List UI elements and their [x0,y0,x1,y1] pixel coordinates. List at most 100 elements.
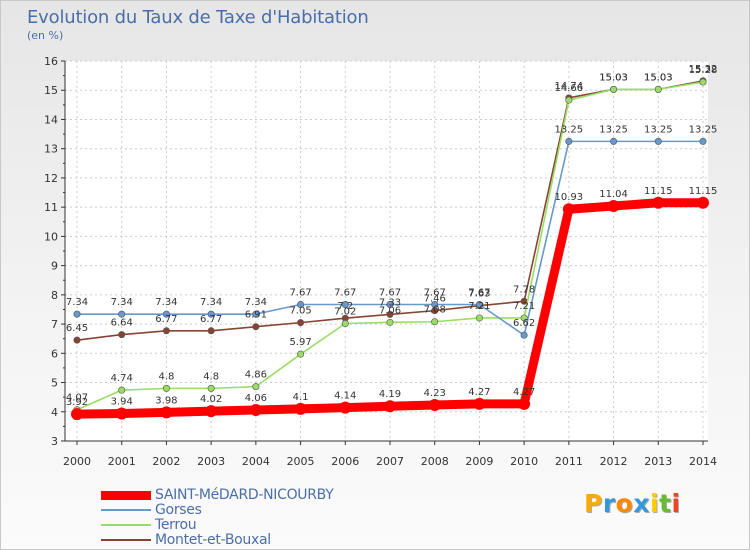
data-label: 7.67 [289,287,311,298]
data-point [294,402,307,415]
legend-swatch [101,509,151,511]
grid-lines [65,60,708,442]
y-tick-label: 4 [51,406,58,419]
data-label: 6.64 [111,318,133,329]
data-label: 6.77 [155,314,177,325]
x-tick-label: 2006 [331,455,359,468]
data-label: 7.34 [111,297,133,308]
x-tick-label: 2014 [689,455,717,468]
data-label: 4.1 [293,392,309,403]
data-point [115,407,128,420]
data-label: 4.07 [66,393,88,404]
data-label: 4.27 [513,387,535,398]
data-point [654,137,662,145]
data-point [162,384,170,392]
data-point [252,310,260,318]
chart-title: Evolution du Taux de Taxe d'Habitation [27,7,369,28]
logo-letter: P [584,489,603,518]
data-point [475,300,483,308]
data-point [384,400,396,413]
data-label: 15.32 [689,64,718,75]
data-point [207,310,215,318]
data-point [207,327,215,335]
data-label: 7.34 [66,297,88,308]
data-point [297,300,305,308]
data-label: 7.08 [424,305,446,316]
axes: 3 4 5 6 7 8 9 10 11 12 13 14 15 16 2000 2001 2002 2003 200… [44,55,717,468]
y-tick-label: 9 [51,260,58,273]
data-point [339,401,352,414]
data-labels: 3.92 3.94 3.98 4.02 4.06 4.1 4.14 4.19 4.23 4.27 4… [66,64,717,408]
data-label: 4.14 [334,391,356,402]
legend-label: Montet-et-Bouxal [155,532,271,548]
data-label: 4.06 [245,393,267,404]
data-label: 13.25 [599,124,628,135]
data-point [71,408,83,421]
data-label: 4.02 [200,394,222,405]
data-point [73,336,81,344]
data-label: 6.45 [66,323,88,334]
data-point [565,137,573,145]
legend-label: Terrou [155,517,197,533]
data-point [607,199,620,212]
data-point [160,406,173,419]
data-point [118,386,126,394]
legend-label: SAINT-MéDARD-NICOURBY [155,487,334,503]
x-tick-label: 2000 [63,455,91,468]
logo-letter: r [602,489,616,518]
logo-letter: o [615,489,634,518]
x-tick-label: 2002 [152,455,180,468]
y-tick-label: 6 [51,347,58,360]
y-tick-label: 15 [44,84,58,97]
data-label: 11.15 [689,186,718,197]
data-label: 13.25 [555,124,584,135]
data-point [518,397,531,410]
y-tick-label: 7 [51,318,58,331]
data-point [118,331,126,339]
data-label: 10.93 [555,192,584,203]
x-tick-label: 2001 [108,455,136,468]
data-label: 7.06 [379,305,401,316]
data-label: 4.8 [203,371,219,382]
x-tick-label: 2013 [644,455,672,468]
data-point [386,310,394,318]
data-label: 7.78 [513,284,535,295]
data-label: 7.34 [155,297,177,308]
data-point [652,196,665,209]
data-point [297,319,305,327]
data-label: 7.2 [337,301,353,312]
data-label: 7.34 [200,297,222,308]
data-label: 15.28 [689,65,718,76]
x-tick-label: 2010 [510,455,538,468]
data-label: 13.25 [689,124,718,135]
data-label: 15.03 [599,72,628,83]
y-tick-label: 16 [44,55,58,68]
data-point [162,327,170,335]
y-tick-label: 12 [44,172,58,185]
data-label: 5.97 [289,337,311,348]
data-label: 3.98 [155,395,177,406]
legend-swatch [101,539,151,541]
data-label: 4.74 [111,373,133,384]
data-label: 7.46 [424,294,446,305]
data-point [297,350,305,358]
data-label: 14.74 [555,81,584,92]
data-label: 7.67 [468,287,490,298]
data-point [654,85,662,93]
data-label: 7.02 [334,306,356,317]
data-point [431,300,439,308]
y-tick-label: 8 [51,289,58,302]
data-label: 15.03 [599,72,628,83]
logo-letter: t [659,489,672,518]
data-label: 3.92 [66,397,88,408]
legend-swatch [101,524,151,526]
x-tick-label: 2008 [421,455,449,468]
data-point [565,96,573,104]
data-point [428,399,441,412]
data-point [386,300,394,308]
data-label: 13.25 [644,124,673,135]
x-tick-label: 2012 [600,455,628,468]
data-point [118,310,126,318]
